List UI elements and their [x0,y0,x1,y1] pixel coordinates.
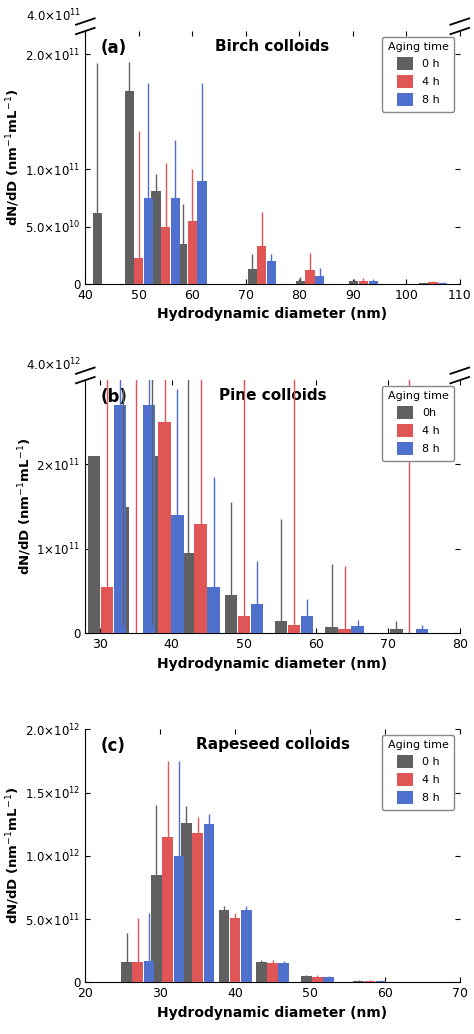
Bar [251,604,263,633]
Bar [349,281,358,284]
Bar [219,910,229,982]
Bar [144,961,155,982]
Bar [144,197,153,284]
Bar [194,523,207,633]
Bar [267,261,276,284]
Bar [376,981,386,982]
Bar [207,586,219,633]
Bar [173,856,184,982]
Y-axis label: dN/dD (nm$^{-1}$mL$^{-1}$): dN/dD (nm$^{-1}$mL$^{-1}$) [5,89,22,226]
Bar [315,276,324,284]
Bar [438,283,447,284]
Bar [101,586,113,633]
Bar [121,962,132,982]
Bar [132,962,143,982]
Bar [197,181,207,284]
Bar [275,620,287,633]
Bar [188,221,197,284]
Bar [369,281,378,284]
Bar [125,91,134,284]
Bar [278,964,289,982]
Bar [256,962,267,982]
Bar [267,963,278,982]
Text: (a): (a) [100,38,127,57]
Bar [305,270,315,284]
Bar [359,280,368,284]
Bar [390,629,402,633]
Bar [146,456,158,633]
Legend: 0h, 4 h, 8 h: 0h, 4 h, 8 h [382,386,454,461]
Bar [178,244,187,284]
Bar [241,910,252,982]
Bar [181,823,192,982]
X-axis label: Hydrodynamic diameter (nm): Hydrodynamic diameter (nm) [157,657,388,671]
Text: 4.0×10$^{12}$: 4.0×10$^{12}$ [26,357,82,373]
Text: (c): (c) [100,737,125,755]
Bar [301,976,311,982]
Bar [312,976,323,982]
Legend: 0 h, 4 h, 8 h: 0 h, 4 h, 8 h [382,36,454,112]
Bar [230,918,240,982]
Bar [296,280,305,284]
Bar [326,628,338,633]
Bar [182,553,194,633]
Bar [117,507,129,633]
Bar [114,405,126,633]
Bar [143,405,155,633]
Bar [171,197,180,284]
Bar [151,191,161,284]
Bar [353,981,364,982]
Bar [247,269,257,284]
Text: 4.0×10$^{11}$: 4.0×10$^{11}$ [26,7,82,24]
Bar [163,837,173,982]
Text: Birch colloids: Birch colloids [215,38,330,54]
Bar [428,282,438,284]
Bar [161,226,170,284]
Bar [323,976,334,982]
Bar [171,515,183,633]
Bar [237,616,250,633]
Bar [351,627,364,633]
Bar [92,213,101,284]
Bar [416,629,428,633]
Bar [365,981,375,982]
Text: Rapeseed colloids: Rapeseed colloids [196,737,349,752]
Bar [288,625,301,633]
Bar [225,596,237,633]
Bar [151,875,162,982]
Bar [192,833,203,982]
Text: Pine colloids: Pine colloids [219,388,327,403]
Y-axis label: dN/dD (nm$^{-1}$mL$^{-1}$): dN/dD (nm$^{-1}$mL$^{-1}$) [16,438,34,575]
X-axis label: Hydrodynamic diameter (nm): Hydrodynamic diameter (nm) [157,307,388,322]
Bar [88,456,100,633]
Bar [301,616,313,633]
Bar [158,422,171,633]
Y-axis label: dN/dD (nm$^{-1}$mL$^{-1}$): dN/dD (nm$^{-1}$mL$^{-1}$) [5,787,22,924]
Legend: 0 h, 4 h, 8 h: 0 h, 4 h, 8 h [382,735,454,810]
Text: (b): (b) [100,388,127,405]
Bar [257,246,266,284]
X-axis label: Hydrodynamic diameter (nm): Hydrodynamic diameter (nm) [157,1006,388,1020]
Bar [338,629,351,633]
Bar [134,257,144,284]
Bar [203,824,214,982]
